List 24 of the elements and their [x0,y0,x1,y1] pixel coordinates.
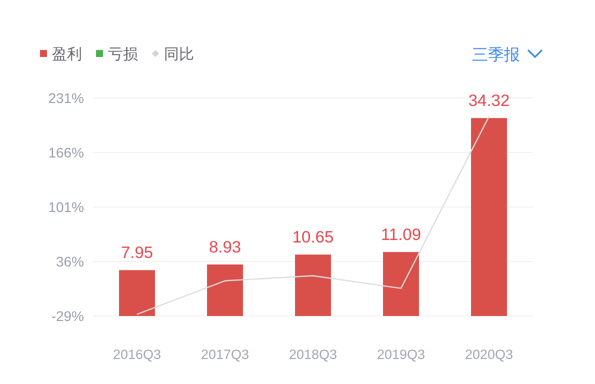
data-label: 10.65 [292,228,334,247]
data-label: 34.32 [468,92,510,110]
bar [471,118,507,316]
data-label: 11.09 [380,226,422,244]
x-tick-label: 2019Q3 [376,347,426,362]
legend-label: 盈利 [52,46,82,63]
text: 三季报 [472,46,520,64]
legend-label: 亏损 [108,46,138,63]
x-tick-label: 2016Q3 [112,347,162,362]
x-tick-label: 2018Q3 [288,347,338,362]
data-label: 7.95 [120,244,154,262]
bar [383,252,419,316]
y-tick-label: 166% [48,144,84,160]
x-tick-label: 2017Q3 [200,347,250,362]
y-tick-label: 36% [56,254,84,270]
y-tick-label: 231% [48,90,84,106]
data-label: 8.93 [208,238,242,256]
bar [119,270,155,316]
bar [207,264,243,316]
bar [295,254,331,316]
y-tick-label: -29% [51,308,84,324]
y-tick-label: 101% [48,199,84,215]
legend-label: 同比 [164,46,194,63]
x-tick-label: 2020Q3 [464,347,514,362]
